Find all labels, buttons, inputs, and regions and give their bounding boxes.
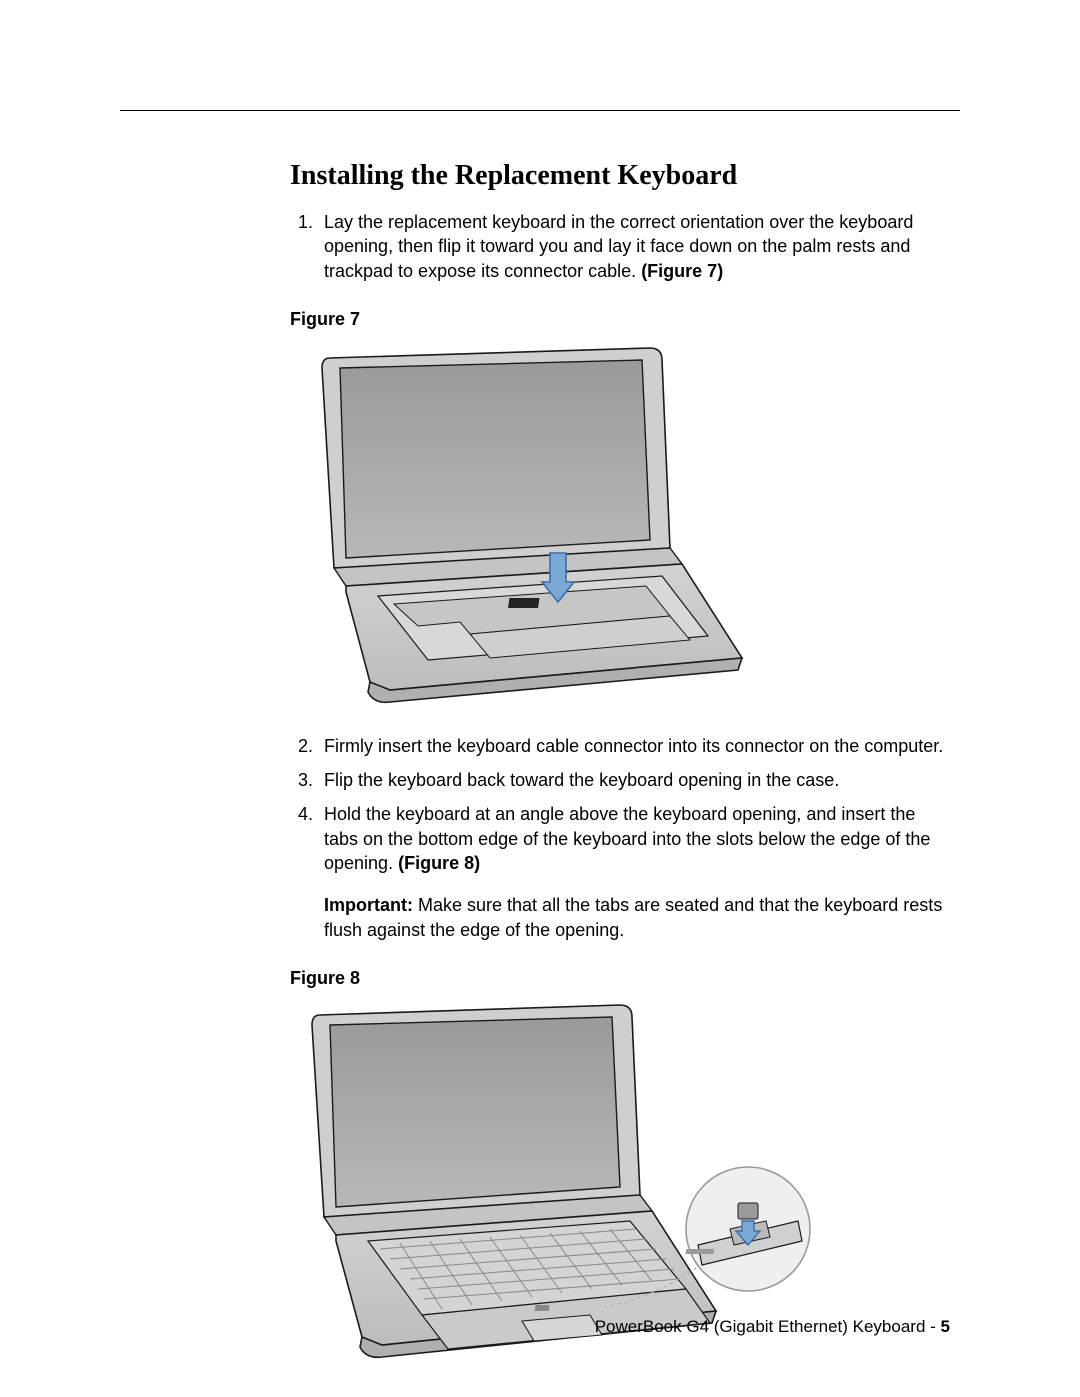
page-footer: PowerBook G4 (Gigabit Ethernet) Keyboard… — [595, 1317, 950, 1337]
section-title: Installing the Replacement Keyboard — [290, 160, 950, 192]
step-1-text: Lay the replacement keyboard in the corr… — [324, 212, 913, 281]
top-rule — [120, 110, 960, 111]
steps-list-cont: Firmly insert the keyboard cable connect… — [290, 734, 950, 942]
step-4: Hold the keyboard at an angle above the … — [318, 802, 950, 941]
figure7-label: Figure 7 — [290, 309, 950, 330]
figure8-label: Figure 8 — [290, 968, 950, 989]
step-3: Flip the keyboard back toward the keyboa… — [318, 768, 950, 792]
footer-doc: PowerBook G4 (Gigabit Ethernet) Keyboard… — [595, 1317, 941, 1336]
step-1: Lay the replacement keyboard in the corr… — [318, 210, 950, 283]
step-2-text: Firmly insert the keyboard cable connect… — [324, 736, 943, 756]
step-2: Firmly insert the keyboard cable connect… — [318, 734, 950, 758]
step-3-text: Flip the keyboard back toward the keyboa… — [324, 770, 839, 790]
steps-list: Lay the replacement keyboard in the corr… — [290, 210, 950, 283]
important-text: Make sure that all the tabs are seated a… — [324, 895, 942, 939]
step-4-ref: (Figure 8) — [398, 853, 480, 873]
step-1-ref: (Figure 7) — [641, 261, 723, 281]
callout-circle — [685, 1167, 810, 1291]
important-lead: Important: — [324, 895, 413, 915]
important-note: Important: Make sure that all the tabs a… — [324, 893, 950, 942]
figure8-illustration — [290, 997, 950, 1367]
footer-page: 5 — [941, 1317, 950, 1336]
figure7-illustration — [290, 338, 950, 708]
